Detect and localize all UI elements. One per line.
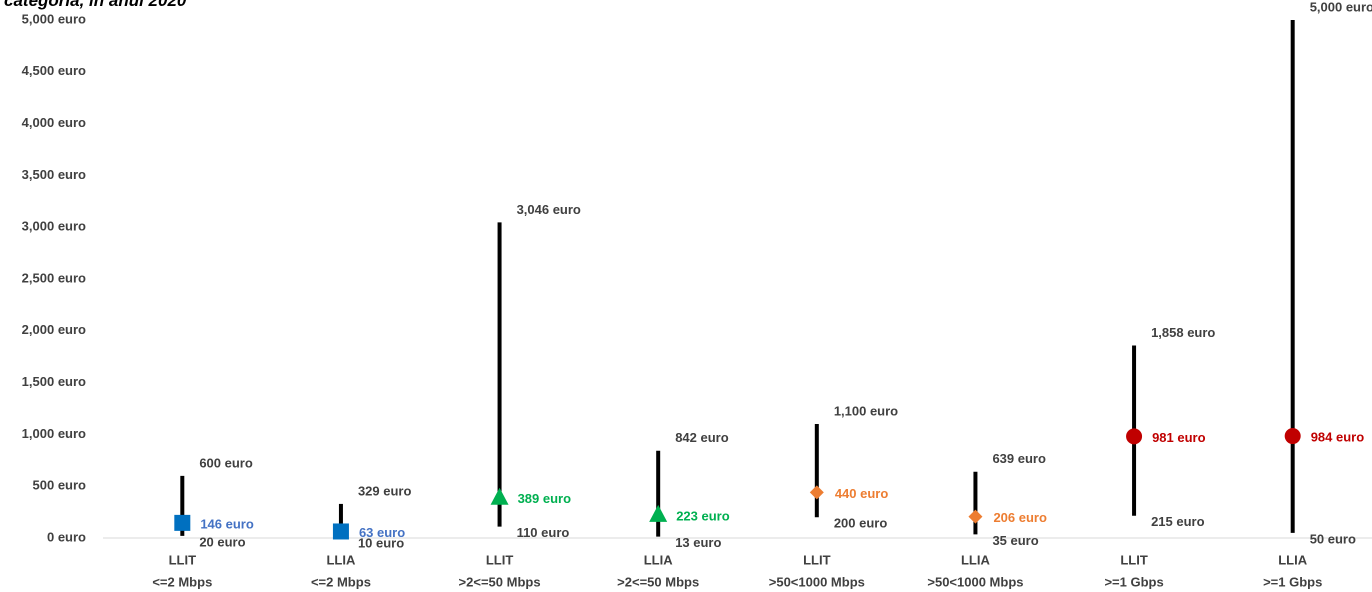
x-category-label: LLIA — [644, 552, 673, 567]
y-tick-label: 2,500 euro — [22, 270, 86, 285]
max-value-label: 1,100 euro — [834, 403, 898, 418]
min-value-label: 13 euro — [675, 535, 721, 550]
avg-value-label: 146 euro — [200, 516, 254, 531]
min-value-label: 35 euro — [992, 533, 1038, 548]
avg-value-label: 984 euro — [1311, 429, 1365, 444]
min-value-label: 200 euro — [834, 516, 888, 531]
x-category-sublabel: >50<1000 Mbps — [769, 574, 865, 589]
y-tick-label: 4,000 euro — [22, 115, 86, 130]
avg-marker-triangle — [490, 487, 509, 505]
y-tick-label: 500 euro — [33, 478, 87, 493]
y-tick-label: 1,500 euro — [22, 374, 86, 389]
max-value-label: 3,046 euro — [517, 202, 581, 217]
y-tick-label: 0 euro — [47, 529, 86, 544]
x-category-sublabel: >=1 Gbps — [1263, 574, 1322, 589]
avg-value-label: 206 euro — [993, 510, 1047, 525]
x-category-sublabel: >50<1000 Mbps — [927, 574, 1023, 589]
y-tick-label: 3,000 euro — [22, 219, 86, 234]
y-tick-label: 5,000 euro — [22, 11, 86, 26]
min-value-label: 215 euro — [1151, 514, 1205, 529]
x-category-sublabel: >=1 Gbps — [1104, 574, 1163, 589]
max-value-label: 842 euro — [675, 430, 729, 445]
max-value-label: 600 euro — [199, 455, 253, 470]
x-category-label: LLIT — [1120, 552, 1147, 567]
avg-marker-triangle — [649, 504, 668, 522]
x-category-label: LLIT — [486, 552, 513, 567]
avg-value-label: 981 euro — [1152, 430, 1206, 445]
avg-marker-diamond — [809, 485, 824, 500]
avg-value-label: 63 euro — [359, 525, 405, 540]
x-category-sublabel: <=2 Mbps — [152, 574, 212, 589]
max-value-label: 1,858 euro — [1151, 325, 1215, 340]
avg-marker-diamond — [968, 509, 983, 524]
y-tick-label: 3,500 euro — [22, 167, 86, 182]
min-value-label: 110 euro — [517, 525, 570, 540]
x-category-label: LLIA — [326, 552, 355, 567]
avg-value-label: 440 euro — [835, 486, 889, 501]
x-category-label: LLIT — [803, 552, 830, 567]
avg-marker-circle — [1126, 428, 1143, 445]
y-tick-label: 4,500 euro — [22, 63, 86, 78]
avg-marker-circle — [1284, 428, 1301, 445]
x-category-label: LLIA — [1278, 552, 1307, 567]
max-value-label: 329 euro — [358, 483, 412, 498]
x-category-sublabel: <=2 Mbps — [311, 574, 371, 589]
min-value-label: 10 euro — [358, 535, 404, 550]
max-value-label: 5,000 euro — [1310, 0, 1372, 14]
avg-value-label: 223 euro — [676, 508, 730, 523]
avg-value-label: 389 euro — [518, 491, 572, 506]
min-value-label: 50 euro — [1310, 531, 1356, 546]
avg-marker-square — [332, 523, 349, 540]
max-value-label: 639 euro — [992, 451, 1046, 466]
avg-marker-square — [174, 514, 191, 531]
x-category-label: LLIA — [961, 552, 990, 567]
x-category-sublabel: >2<=50 Mbps — [617, 574, 699, 589]
x-category-sublabel: >2<=50 Mbps — [459, 574, 541, 589]
x-category-label: LLIT — [169, 552, 196, 567]
chart-title: categoria, in anul 2020 — [4, 0, 187, 10]
y-tick-label: 1,000 euro — [22, 426, 86, 441]
min-value-label: 20 euro — [199, 534, 245, 549]
y-tick-label: 2,000 euro — [22, 322, 86, 337]
